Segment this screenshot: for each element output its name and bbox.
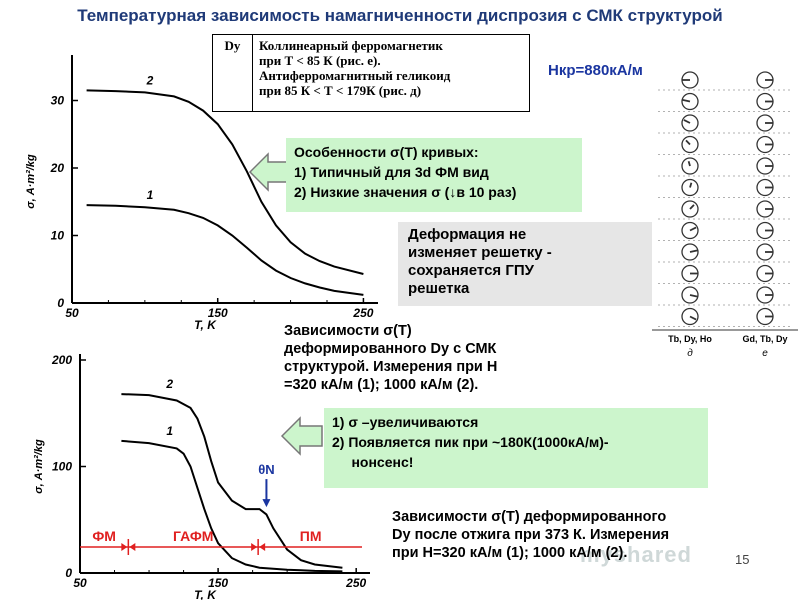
- spin-diagram: Tb, Dy, Ho д Gd, Tb, Dy е: [652, 71, 798, 359]
- series-label: 2: [146, 73, 154, 87]
- observations-box: 1) σ –увеличиваются 2) Появляется пик пр…: [324, 408, 708, 488]
- helix-spin-arrow: [689, 249, 698, 253]
- dy-desc-line: Антиферромагнитный геликоид: [259, 68, 451, 83]
- annealed-dy-caption: Зависимости σ(T) деформированного Dy пос…: [392, 508, 792, 562]
- helix-spin-arrow: [689, 315, 697, 321]
- y-tick-label: 100: [52, 460, 72, 474]
- chart-bottom: 0 100 200 50 150 250 T, K σ, A·m²/kg 1 2 θN ФМ ГАФМ П…: [33, 353, 370, 600]
- helix-spin-arrow: [689, 204, 695, 210]
- phase-arrowhead: [251, 543, 258, 551]
- chart-top: 0 10 20 30 50 150 250 T, K σ, A·m²/kg 1 2: [25, 55, 378, 332]
- caption-line: Зависимости σ(T): [284, 323, 412, 339]
- deformed-dy-caption: Зависимости σ(T) деформированного Dy с С…: [284, 322, 584, 394]
- series-label: 1: [147, 188, 154, 202]
- critical-field-label: Нкр=880кА/м: [548, 62, 643, 79]
- box3-line: нонсенс!: [332, 454, 414, 470]
- helix-spin-circle: [681, 221, 699, 240]
- dy-info-table: Dy Коллинеарный ферромагнетик при Т < 85…: [212, 34, 530, 112]
- left-arrow-icon: [248, 152, 289, 192]
- helix-spin-circle: [681, 157, 699, 175]
- caption-line: деформированного Dy с СМК: [284, 341, 497, 357]
- x-tick-label: 250: [345, 576, 366, 590]
- helix-spin-circle: [681, 114, 699, 132]
- y-axis-label: σ, A·m²/kg: [25, 154, 37, 209]
- dy-desc-line: при 85 К < Т < 179К (рис. д): [259, 83, 422, 98]
- phase-arrowhead: [121, 543, 128, 551]
- left-structure-label: Tb, Dy, Ho: [668, 334, 712, 344]
- dy-description-cell: Коллинеарный ферромагнетик при Т < 85 К …: [259, 38, 525, 98]
- y-tick-label: 200: [51, 353, 72, 367]
- helix-spin-circle: [681, 178, 699, 197]
- caption-line: Dy после отжига при 373 К. Измерения: [392, 527, 670, 543]
- box1-line: Особенности σ(T) кривых:: [294, 144, 479, 160]
- helix-spin-arrow: [682, 98, 691, 103]
- helix-spin-circle: [681, 92, 699, 111]
- helix-spin-arrow: [689, 182, 693, 188]
- x-tick-label: 50: [73, 576, 87, 590]
- helix-spin-circle: [681, 243, 699, 261]
- phase-arrowhead: [129, 543, 136, 551]
- series-line-2: [86, 89, 364, 275]
- phase-label: ПМ: [300, 528, 322, 544]
- helix-spin-arrow: [689, 294, 698, 298]
- theta-n-arrowhead: [262, 499, 271, 508]
- x-tick-label: 150: [208, 306, 228, 320]
- series-label: 1: [166, 424, 173, 438]
- box3-line: 2) Появляется пик при ~180К(1000кА/м)-: [332, 434, 609, 450]
- watermark-logo: myshared: [580, 542, 692, 567]
- deformation-note-box: Деформация не изменяет решетку - сохраня…: [398, 222, 652, 306]
- right-structure-tag: е: [762, 348, 768, 359]
- dy-desc-line: при Т < 85 К (рис. е).: [259, 53, 381, 68]
- series-label: 2: [165, 377, 173, 391]
- helix-spin-arrow: [683, 119, 691, 124]
- box1-line: 1) Типичный для 3d ФМ вид: [294, 164, 489, 180]
- phase-arrowhead: [259, 543, 266, 551]
- x-tick-label: 250: [352, 306, 373, 320]
- box2-line: сохраняется ГПУ: [408, 262, 534, 279]
- y-tick-label: 0: [65, 566, 72, 580]
- y-tick-label: 20: [50, 161, 65, 175]
- box2-line: изменяет решетку -: [408, 244, 552, 261]
- x-axis-label: T, K: [194, 588, 217, 600]
- helix-spin-arrow: [685, 139, 691, 146]
- sigma-features-box: Особенности σ(T) кривых: 1) Типичный для…: [286, 138, 582, 212]
- caption-line: при Н=320 кА/м (1); 1000 кА/м (2).: [392, 545, 628, 561]
- left-structure-tag: д: [687, 348, 693, 359]
- theta-n-label: θN: [258, 462, 274, 477]
- page-number: 15: [735, 552, 750, 567]
- y-tick-label: 10: [51, 229, 65, 243]
- x-tick-label: 150: [208, 576, 228, 590]
- x-axis-label: T, K: [194, 318, 217, 332]
- box1-line: 2) Низкие значения σ (↓в 10 раз): [294, 184, 517, 200]
- y-tick-label: 0: [57, 296, 64, 310]
- series-line-2: [121, 393, 343, 569]
- series-line-1: [86, 204, 364, 296]
- dy-element-cell: Dy: [213, 35, 253, 111]
- helix-spin-circle: [681, 307, 699, 326]
- y-axis-label: σ, A·m²/kg: [33, 439, 45, 494]
- box3-line: 1) σ –увеличиваются: [332, 414, 479, 430]
- y-tick-label: 30: [51, 94, 65, 108]
- helix-spin-arrow: [689, 226, 697, 232]
- caption-line: =320 кА/м (1); 1000 кА/м (2).: [284, 377, 479, 393]
- caption-line: структурой. Измерения при Н: [284, 359, 498, 375]
- slide-title: Температурная зависимость намагниченност…: [77, 6, 723, 25]
- right-structure-label: Gd, Tb, Dy: [743, 334, 788, 344]
- helix-spin-circle: [681, 135, 699, 154]
- helix-spin-arrow: [687, 161, 691, 167]
- helix-spin-circle: [681, 200, 699, 218]
- helix-spin-circle: [681, 286, 699, 304]
- x-tick-label: 50: [65, 306, 79, 320]
- box2-line: решетка: [408, 280, 470, 297]
- left-arrow-icon: [280, 416, 323, 456]
- series-line-1: [121, 439, 343, 573]
- phase-label: ГАФМ: [173, 528, 213, 544]
- dy-desc-line: Коллинеарный ферромагнетик: [259, 38, 443, 53]
- caption-line: Зависимости σ(T) деформированного: [392, 509, 667, 525]
- phase-label: ФМ: [92, 528, 116, 544]
- box2-line: Деформация не: [408, 226, 527, 243]
